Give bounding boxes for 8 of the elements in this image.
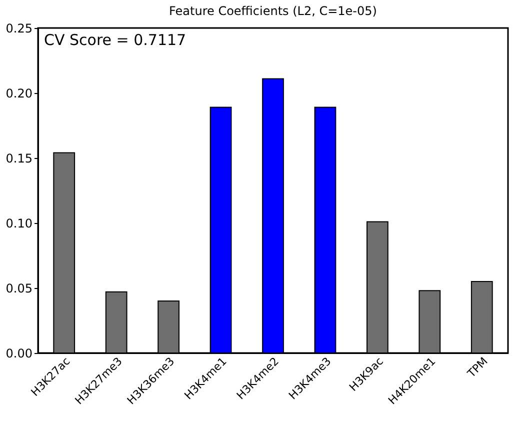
y-tick-label: 0.15 <box>6 152 32 166</box>
y-tick-label: 0.05 <box>6 282 32 296</box>
y-tick-label: 0.00 <box>6 346 32 360</box>
y-tick-label: 0.25 <box>6 22 32 36</box>
y-tick-label: 0.10 <box>6 216 32 230</box>
y-tick-label: 0.20 <box>6 86 32 100</box>
chart-title: Feature Coefficients (L2, C=1e-05) <box>169 4 377 18</box>
annotation: CV Score = 0.7117 <box>44 31 186 49</box>
